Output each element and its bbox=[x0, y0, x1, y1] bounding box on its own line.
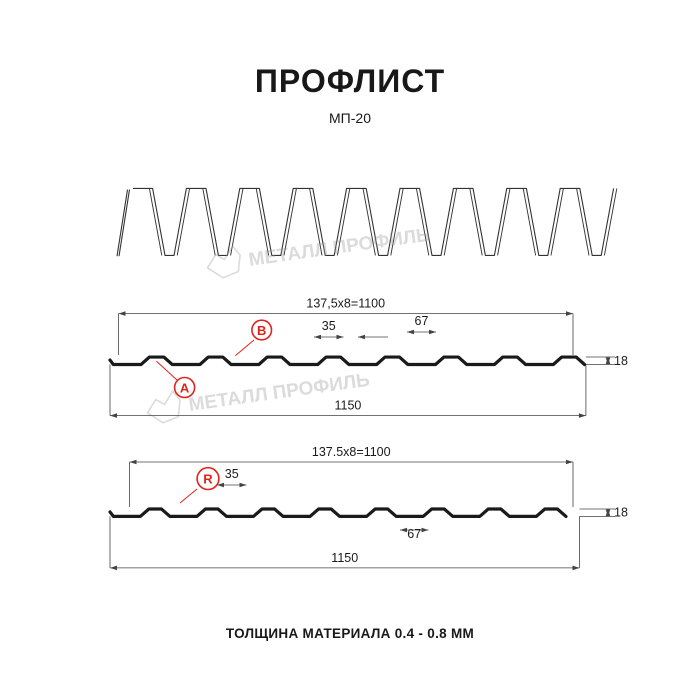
svg-text:67: 67 bbox=[415, 314, 429, 328]
svg-text:R: R bbox=[203, 471, 213, 486]
svg-text:137,5x8=1100: 137,5x8=1100 bbox=[306, 297, 385, 311]
svg-text:18: 18 bbox=[614, 354, 628, 368]
svg-text:МЕТАЛЛ ПРОФИЛЬ: МЕТАЛЛ ПРОФИЛЬ bbox=[247, 225, 431, 271]
svg-text:35: 35 bbox=[225, 467, 239, 481]
svg-text:1150: 1150 bbox=[331, 551, 358, 565]
svg-text:B: B bbox=[257, 323, 266, 338]
svg-text:35: 35 bbox=[322, 319, 336, 333]
svg-text:1150: 1150 bbox=[335, 399, 362, 413]
svg-text:67: 67 bbox=[407, 527, 421, 541]
svg-text:18: 18 bbox=[614, 506, 628, 520]
svg-text:A: A bbox=[180, 380, 190, 395]
svg-text:137.5x8=1100: 137.5x8=1100 bbox=[312, 445, 391, 459]
